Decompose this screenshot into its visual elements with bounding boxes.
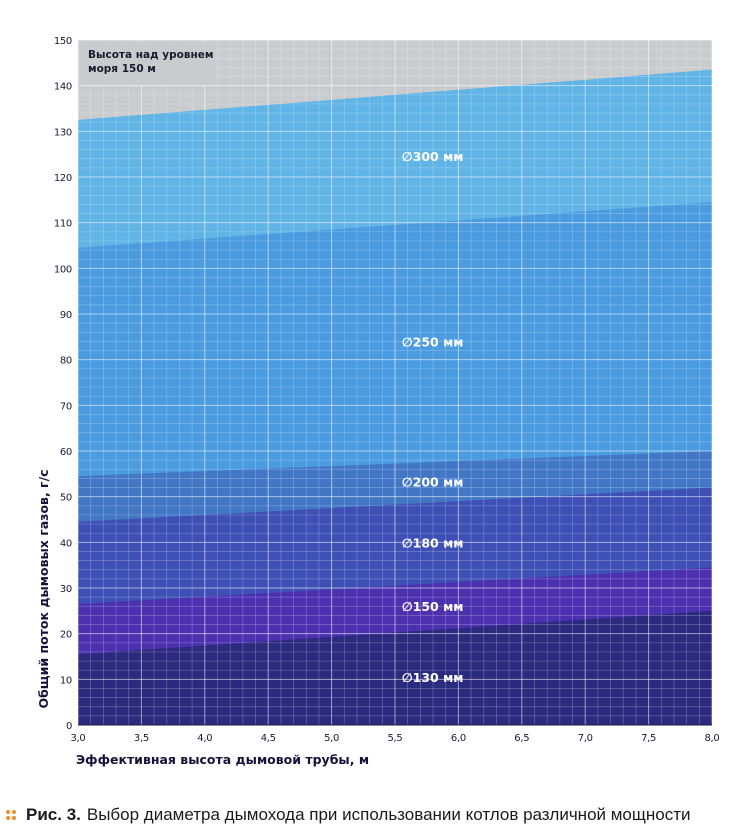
y-tick-label: 80 bbox=[60, 356, 72, 367]
y-tick-label: 150 bbox=[54, 36, 72, 47]
y-tick-label: 70 bbox=[60, 401, 72, 412]
band-label: ∅130 мм bbox=[402, 670, 464, 685]
y-tick-label: 50 bbox=[60, 493, 72, 504]
y-axis-title: Общий поток дымовых газов, г/с bbox=[36, 469, 51, 708]
y-tick-label: 90 bbox=[60, 310, 72, 321]
x-axis-ticks: 3,0 3,5 4,0 4,5 5,0 5,5 6,0 6,5 7,0 7,5 8,0 bbox=[70, 733, 719, 744]
band-labels: ∅130 мм ∅150 мм ∅180 мм ∅200 мм ∅250 мм ∅300 … bbox=[402, 149, 464, 685]
y-tick-label: 120 bbox=[54, 173, 72, 184]
caption-text: Выбор диаметра дымохода при использовани… bbox=[86, 805, 691, 824]
x-tick-label: 7,0 bbox=[578, 733, 593, 744]
y-tick-label: 0 bbox=[66, 721, 72, 732]
x-tick-label: 7,5 bbox=[641, 733, 656, 744]
x-tick-label: 4,5 bbox=[261, 733, 276, 744]
annotation-box: Высота над уровнем моря 150 м bbox=[81, 42, 217, 85]
x-tick-label: 3,5 bbox=[134, 733, 149, 744]
caption-bullet-icon bbox=[6, 810, 16, 820]
annotation-line-2: моря 150 м bbox=[88, 63, 156, 75]
x-tick-label: 5,5 bbox=[387, 733, 402, 744]
y-tick-label: 30 bbox=[60, 584, 72, 595]
x-tick-label: 8,0 bbox=[704, 733, 719, 744]
y-tick-label: 140 bbox=[54, 82, 72, 93]
y-tick-label: 110 bbox=[54, 219, 72, 230]
y-tick-label: 10 bbox=[60, 675, 72, 686]
y-tick-label: 60 bbox=[60, 447, 72, 458]
x-tick-label: 6,5 bbox=[514, 733, 529, 744]
band-label: ∅200 мм bbox=[402, 475, 464, 490]
chart-grid bbox=[77, 39, 713, 726]
x-axis-title: Эффективная высота дымовой трубы, м bbox=[76, 752, 369, 767]
y-tick-label: 20 bbox=[60, 630, 72, 641]
caption-figure-number: Рис. 3. bbox=[26, 805, 81, 824]
y-tick-label: 40 bbox=[60, 538, 72, 549]
y-tick-label: 100 bbox=[54, 264, 72, 275]
y-tick-label: 130 bbox=[54, 127, 72, 138]
y-axis-ticks: 0 10 20 30 40 50 60 70 80 90 100 110 120 130 140 150 bbox=[54, 36, 72, 732]
x-tick-label: 6,0 bbox=[451, 733, 466, 744]
band-label: ∅180 мм bbox=[402, 535, 464, 550]
annotation-line-1: Высота над уровнем bbox=[88, 49, 213, 61]
chart: ∅130 мм ∅150 мм ∅180 мм ∅200 мм ∅250 мм ∅300 … bbox=[36, 36, 720, 767]
annotation-text: Высота над уровнем моря 150 м bbox=[88, 49, 217, 75]
x-tick-label: 4,0 bbox=[197, 733, 212, 744]
annotation-background bbox=[81, 42, 216, 85]
band-label: ∅150 мм bbox=[402, 599, 464, 614]
x-tick-label: 3,0 bbox=[70, 733, 85, 744]
x-tick-label: 5,0 bbox=[324, 733, 339, 744]
figure-caption: Рис. 3. Выбор диаметра дымохода при испо… bbox=[6, 800, 742, 830]
band-label: ∅300 мм bbox=[402, 149, 464, 164]
band-label: ∅250 мм bbox=[402, 334, 464, 349]
